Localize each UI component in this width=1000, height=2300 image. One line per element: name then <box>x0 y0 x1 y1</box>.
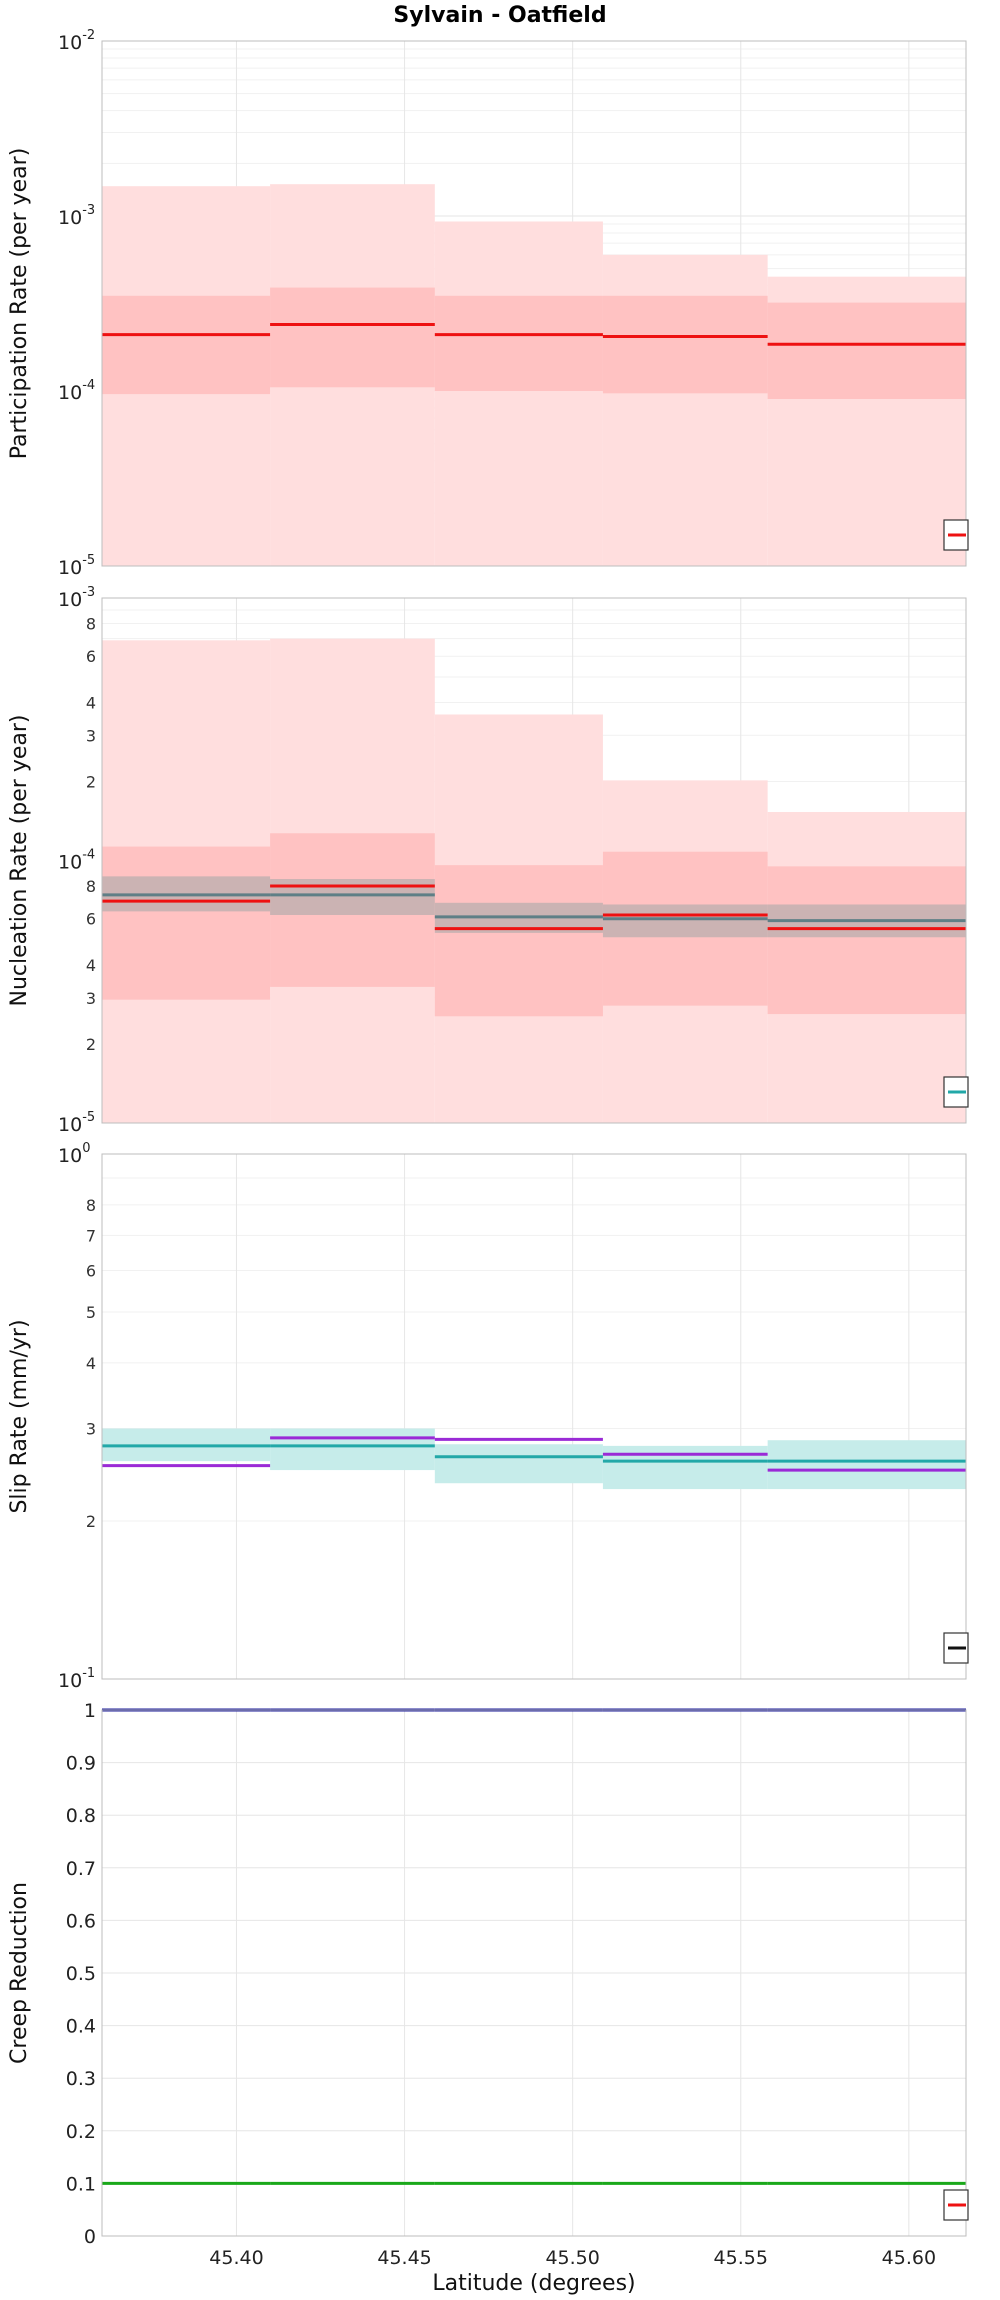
uncertainty-band <box>434 221 603 566</box>
y-tick-label: 1 <box>84 1700 96 1722</box>
y-tick-label: 0.6 <box>66 1910 96 1932</box>
chart-title: Sylvain - Oatfield <box>393 3 606 28</box>
y-minor-tick-label: 2 <box>86 1035 96 1054</box>
uncertainty-band <box>767 1440 966 1490</box>
y-tick-exponent: -1 <box>82 1666 95 1681</box>
plot-frame <box>101 1709 967 2237</box>
y-tick-label: 0.5 <box>66 1963 96 1985</box>
y-tick-label: 10-2 <box>58 28 95 54</box>
y-minor-tick-label: 6 <box>86 1261 96 1280</box>
y-minor-tick-label: 7 <box>86 1226 96 1245</box>
y-tick-label: 0.7 <box>66 1858 96 1880</box>
y-minor-tick-label: 3 <box>86 726 96 745</box>
uncertainty-band <box>434 1444 603 1484</box>
y-tick-base: 10 <box>58 557 82 579</box>
y-tick-base: 10 <box>58 32 82 54</box>
y-axis-label: Slip Rate (mm/yr) <box>7 1319 32 1513</box>
panel-creep: 0 0.1 0.2 0.3 0.4 0.5 0.6 0.7 0.8 0.9 1 Creep Reduc… <box>7 1700 969 2248</box>
y-axis-label: Creep Reduction <box>7 1882 32 2064</box>
uncertainty-band <box>602 1445 768 1490</box>
y-tick-label: 0.4 <box>66 2016 96 2038</box>
y-minor-tick-label: 3 <box>86 1420 96 1439</box>
y-axis-label: Participation Rate (per year) <box>7 148 32 460</box>
y-minor-tick-label: 3 <box>86 989 96 1008</box>
uncertainty-band <box>102 846 271 1000</box>
y-minor-tick-label: 8 <box>86 614 96 633</box>
y-tick-label: 100 <box>58 1141 90 1167</box>
plot-frame <box>101 1153 967 1680</box>
y-tick-exponent: -5 <box>82 1110 95 1125</box>
y-minor-tick-label: 6 <box>86 647 96 666</box>
uncertainty-band <box>767 302 966 400</box>
y-tick-label: 0 <box>84 2226 96 2248</box>
uncertainty-band <box>767 866 966 1015</box>
y-tick-exponent: -3 <box>82 203 95 218</box>
uncertainty-band <box>270 879 435 915</box>
y-tick-base: 10 <box>58 1114 82 1136</box>
y-tick-label: 10-5 <box>58 553 95 579</box>
x-tick-label: 45.55 <box>714 2247 768 2269</box>
y-minor-tick-label: 4 <box>86 1354 96 1373</box>
uncertainty-band <box>434 865 603 1017</box>
uncertainty-band <box>602 904 768 938</box>
x-tick-label: 45.60 <box>882 2247 936 2269</box>
y-tick-base: 10 <box>58 589 82 611</box>
y-tick-label: 10-4 <box>58 848 95 874</box>
y-minor-tick-label: 8 <box>86 1196 96 1215</box>
y-minor-tick-label: 6 <box>86 910 96 929</box>
y-minor-tick-label: 4 <box>86 956 96 975</box>
y-tick-base: 10 <box>58 207 82 229</box>
y-tick-label: 10-3 <box>58 203 95 229</box>
y-tick-exponent: -3 <box>82 585 95 600</box>
y-tick-base: 10 <box>58 852 82 874</box>
uncertainty-band <box>270 287 435 388</box>
x-tick-label: 45.40 <box>209 2247 263 2269</box>
y-tick-label: 0.9 <box>66 1753 96 1775</box>
y-tick-exponent: -4 <box>82 848 95 863</box>
y-tick-label: 10-3 <box>58 585 95 611</box>
y-tick-label: 0.2 <box>66 2121 96 2143</box>
y-minor-tick-label: 8 <box>86 877 96 896</box>
plot-frame <box>101 597 967 1124</box>
y-tick-label: 10-5 <box>58 1110 95 1136</box>
y-tick-base: 10 <box>58 382 82 404</box>
y-tick-label: 0.1 <box>66 2173 96 2195</box>
y-minor-tick-label: 4 <box>86 693 96 712</box>
y-tick-exponent: -4 <box>82 378 95 393</box>
y-minor-tick-label: 2 <box>86 772 96 791</box>
uncertainty-band <box>434 295 603 391</box>
uncertainty-band <box>270 1428 435 1471</box>
y-tick-label: 10-4 <box>58 378 95 404</box>
y-tick-label: 0.3 <box>66 2068 96 2090</box>
y-minor-tick-label: 5 <box>86 1303 96 1322</box>
y-tick-exponent: 0 <box>82 1141 90 1156</box>
y-tick-exponent: -5 <box>82 553 95 568</box>
x-axis-label: Latitude (degrees) <box>432 2271 635 2296</box>
uncertainty-band <box>102 295 271 395</box>
y-tick-label: 10-1 <box>58 1666 95 1692</box>
x-tick-label: 45.50 <box>545 2247 599 2269</box>
y-minor-tick-label: 2 <box>86 1512 96 1531</box>
x-tick-label: 45.45 <box>377 2247 431 2269</box>
y-tick-base: 10 <box>58 1670 82 1692</box>
x-axis: 45.40 45.45 45.50 45.55 45.60 <box>209 2247 936 2269</box>
y-axis-label: Nucleation Rate (per year) <box>7 715 32 1007</box>
y-tick-base: 10 <box>58 1145 82 1167</box>
y-tick-exponent: -2 <box>82 28 95 43</box>
uncertainty-band <box>602 295 768 394</box>
y-tick-label: 0.8 <box>66 1805 96 1827</box>
plot-frame <box>101 40 967 567</box>
